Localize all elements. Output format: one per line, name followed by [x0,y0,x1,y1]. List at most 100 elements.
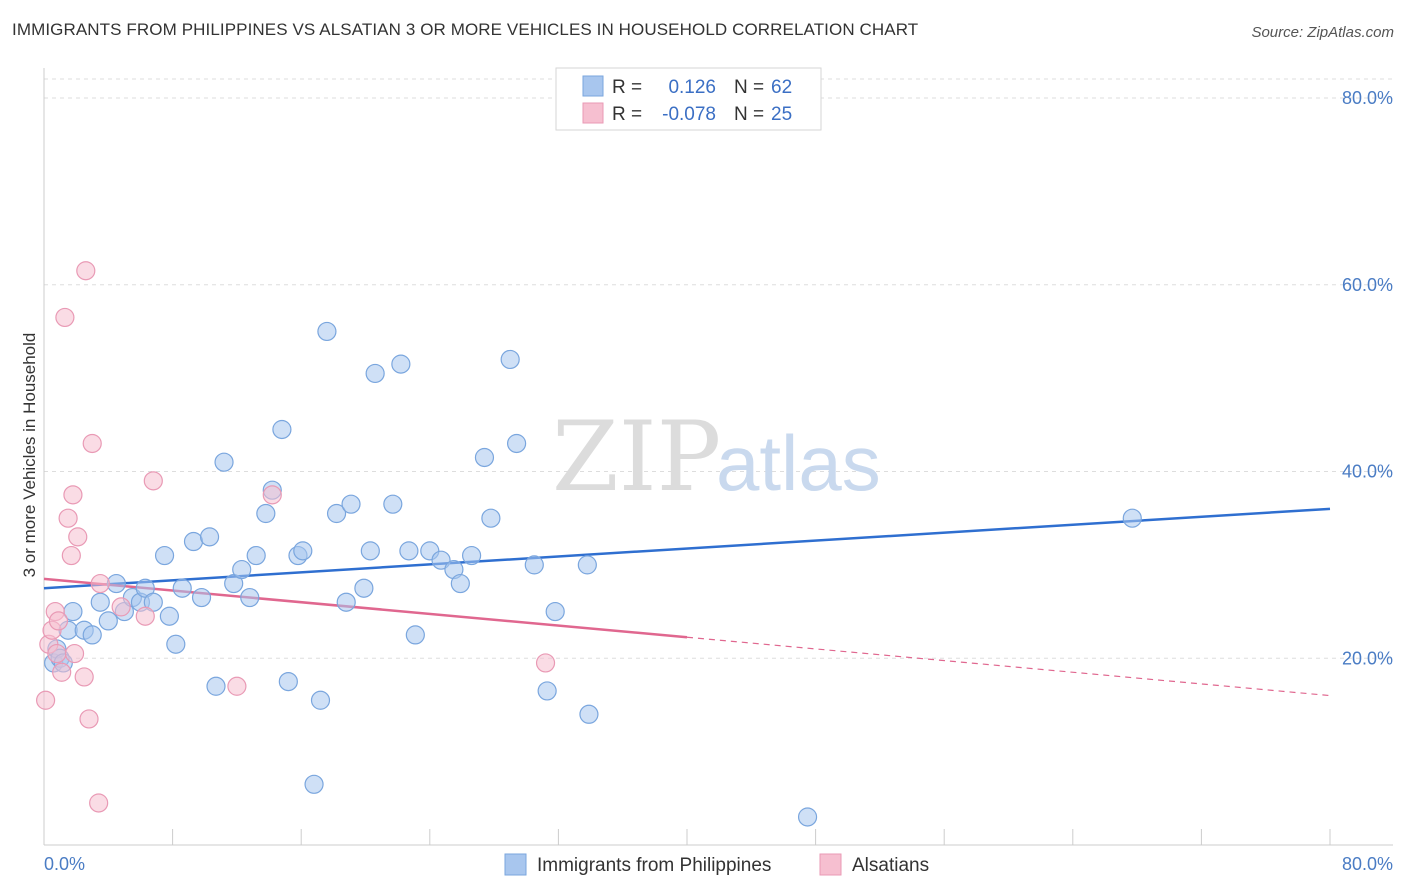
legend-bottom: Immigrants from Philippines Alsatians [504,853,929,876]
point-s0-20 [183,531,204,552]
point-s1-13 [74,667,94,687]
point-s0-21 [191,587,212,608]
point-s0-54 [481,508,501,528]
point-s0-39 [336,592,356,612]
point-s1-23 [262,485,282,505]
point-s0-23 [206,676,226,696]
x-tick-labels: 0.0% 80.0% [44,854,1393,874]
point-s1-24 [535,653,556,673]
point-s0-26 [232,559,252,580]
point-s0-22 [199,527,220,547]
point-s0-18 [166,634,186,654]
point-s1-18 [90,573,110,594]
axes [43,68,1393,846]
y-tick-labels: 80.0% 60.0% 40.0% 20.0% [1342,88,1393,668]
legend-r-value-1: 0.126 [668,77,716,98]
x-tick-label-min: 0.0% [44,854,85,874]
point-s1-19 [111,597,131,617]
data-points [36,261,1142,827]
watermark-zip: ZIP [552,401,721,513]
point-s0-40 [341,494,361,514]
point-s0-56 [507,433,527,454]
watermark: ZIP atlas [552,401,881,513]
point-s0-7 [82,625,102,645]
trendlines [43,507,1331,697]
point-s0-46 [399,541,419,561]
point-s1-12 [68,527,88,547]
point-s0-34 [293,541,313,561]
point-s0-35 [304,774,324,794]
point-s1-14 [76,261,96,281]
chart-title: IMMIGRANTS FROM PHILIPPINES VS ALSATIAN … [12,20,919,39]
point-s1-10 [63,485,83,505]
point-s1-21 [143,471,163,491]
y-tick-label-0: 80.0% [1342,88,1393,108]
point-s0-32 [278,671,298,692]
legend-bottom-swatch-philippines [504,853,527,876]
legend-bottom-label-philippines: Immigrants from Philippines [537,855,771,876]
trendline-dashed-s1 [686,636,1331,697]
trendline-solid-s0 [43,507,1331,590]
point-s0-58 [537,681,557,701]
legend-r-value-2: -0.078 [662,104,716,125]
point-s0-8 [90,592,110,612]
y-tick-label-2: 40.0% [1342,462,1393,482]
point-s0-53 [474,447,495,468]
point-s1-15 [79,709,99,729]
legend-n-label-2: N = [734,104,764,125]
point-s1-16 [82,433,102,454]
legend-n-label-1: N = [734,77,764,98]
point-s0-51 [450,573,470,594]
legend-bottom-label-alsatians: Alsatians [852,855,929,876]
point-s0-10 [106,573,126,594]
point-s0-47 [405,625,425,645]
point-s0-61 [579,704,599,724]
point-s1-6 [52,662,72,682]
watermark-atlas: atlas [716,419,881,507]
legend-top: R = 0.126 N = 62 R = -0.078 N = 25 [555,67,822,131]
point-s0-19 [172,578,192,598]
x-tick-label-max: 80.0% [1342,854,1393,874]
y-axis-label: 3 or more Vehicles in Household [20,333,39,578]
legend-swatch-alsatians [582,102,604,124]
point-s0-45 [391,354,411,374]
point-s0-55 [500,349,520,370]
legend-r-label-1: R = [612,77,642,98]
point-s0-38 [326,503,347,524]
point-s0-29 [256,503,276,524]
point-s0-52 [461,545,482,566]
y-tick-label-1: 60.0% [1342,275,1393,295]
point-s0-49 [431,550,451,570]
legend-n-value-2: 25 [771,104,792,125]
point-s1-4 [47,643,67,664]
point-s0-60 [577,555,597,575]
point-s0-57 [524,555,544,575]
legend-r-label-2: R = [612,104,642,125]
point-s0-36 [310,690,331,710]
point-s1-0 [36,690,56,710]
point-s1-22 [227,676,247,696]
point-s0-42 [360,541,380,561]
point-s0-63 [1122,508,1142,528]
point-s0-28 [246,545,266,566]
point-s1-17 [89,793,109,813]
chart-source: Source: ZipAtlas.com [1251,24,1394,41]
point-s0-59 [545,601,565,622]
y-tick-label-3: 20.0% [1342,648,1393,668]
point-s0-41 [354,578,374,598]
point-s1-11 [64,643,85,664]
point-s1-9 [61,545,81,566]
point-s0-31 [272,419,292,440]
point-s0-43 [365,363,385,384]
legend-bottom-swatch-alsatians [819,853,842,876]
point-s0-44 [383,494,403,514]
point-s0-17 [159,606,179,626]
point-s0-9 [98,611,118,631]
point-s1-7 [55,307,75,328]
point-s1-8 [58,508,78,528]
point-s0-16 [154,545,175,566]
legend-swatch-philippines [582,75,604,97]
legend-n-value-1: 62 [771,77,792,98]
point-s0-37 [317,321,337,342]
